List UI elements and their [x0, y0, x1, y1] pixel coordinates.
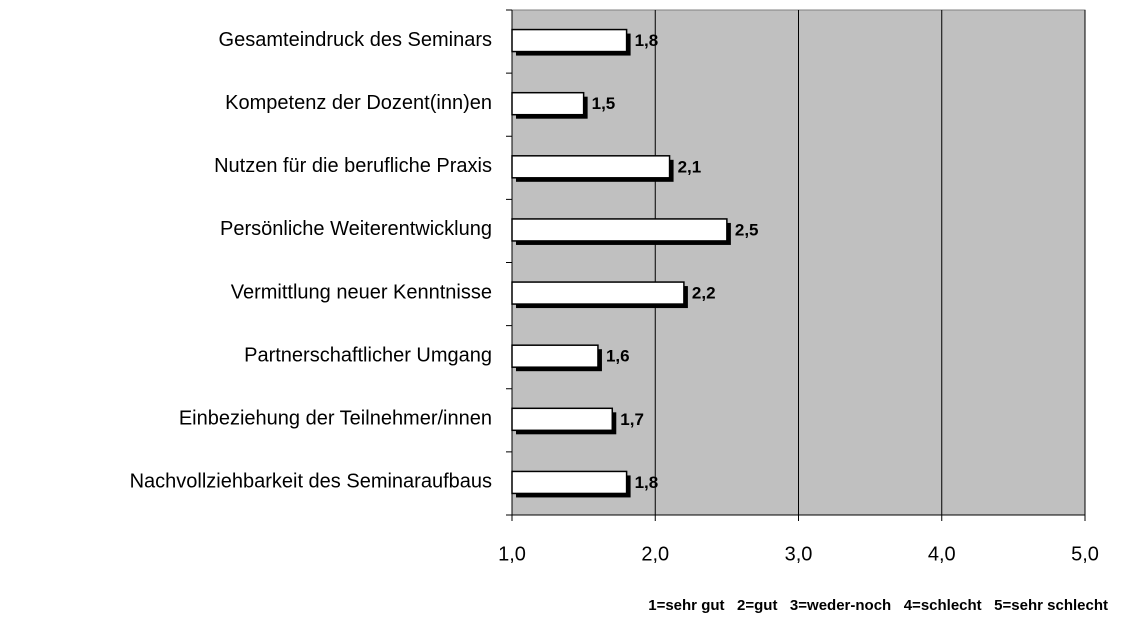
- value-label: 2,5: [735, 220, 759, 239]
- bar: [511, 28, 628, 53]
- y-tick-label: Einbeziehung der Teilnehmer/innen: [179, 408, 492, 430]
- x-tick-label: 2,0: [641, 543, 669, 565]
- x-tick-label: 4,0: [928, 543, 956, 565]
- y-tick-label: Kompetenz der Dozent(inn)en: [225, 92, 492, 114]
- value-label: 1,5: [592, 94, 616, 113]
- value-label: 2,1: [678, 157, 702, 176]
- x-tick-label: 1,0: [498, 543, 526, 565]
- bar: [511, 155, 671, 179]
- bar: [511, 344, 599, 368]
- x-tick-label: 5,0: [1071, 543, 1099, 565]
- value-label: 1,8: [635, 473, 659, 492]
- x-tick-label: 3,0: [785, 543, 813, 565]
- value-label: 2,2: [692, 284, 716, 303]
- value-label: 1,6: [606, 347, 630, 366]
- y-tick-label: Gesamteindruck des Seminars: [219, 29, 492, 51]
- y-tick-label: Vermittlung neuer Kenntnisse: [231, 281, 492, 303]
- bar: [511, 407, 614, 432]
- value-label: 1,8: [635, 31, 659, 50]
- bar: [511, 218, 728, 242]
- value-label: 1,7: [620, 410, 644, 429]
- y-tick-label: Nutzen für die berufliche Praxis: [214, 155, 492, 177]
- bar: [511, 281, 685, 305]
- scale-note: 1=sehr gut 2=gut 3=weder-noch 4=schlecht…: [648, 597, 1108, 614]
- y-tick-label: Persönliche Weiterentwicklung: [220, 218, 492, 240]
- bar: [511, 91, 585, 116]
- y-tick-label: Nachvollziehbarkeit des Seminaraufbaus: [130, 471, 492, 493]
- y-tick-label: Partnerschaftlicher Umgang: [244, 344, 492, 366]
- bar: [511, 470, 628, 495]
